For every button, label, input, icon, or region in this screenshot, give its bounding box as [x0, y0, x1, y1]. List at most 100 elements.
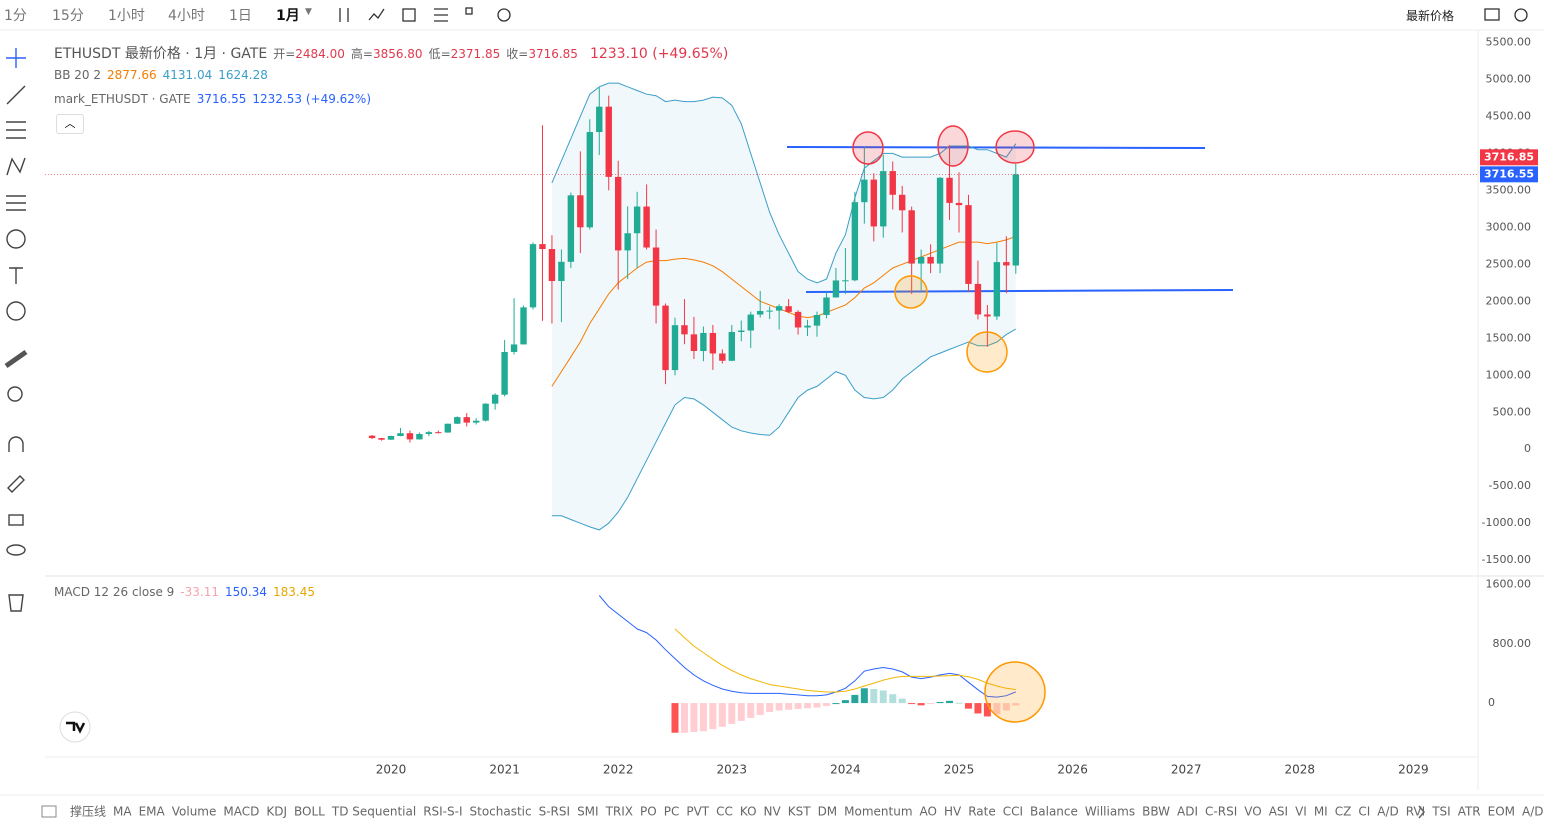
- interval-button[interactable]: 1分: [4, 8, 27, 24]
- lock-tool[interactable]: [8, 514, 24, 526]
- candle-body: [378, 438, 385, 440]
- indicator-button[interactable]: Rate: [968, 805, 996, 819]
- indicator-button[interactable]: S-RSI: [539, 805, 570, 819]
- price-mode[interactable]: 最新价格: [1406, 9, 1455, 23]
- y-tick-label: -1000.00: [1482, 516, 1531, 529]
- indicator-button[interactable]: 撑压线: [70, 804, 106, 819]
- indicator-button[interactable]: Williams: [1085, 805, 1135, 819]
- indicator-button[interactable]: PVT: [686, 805, 709, 819]
- indicator-button[interactable]: KST: [788, 805, 811, 819]
- y-tick-label: 5500.00: [1486, 35, 1532, 48]
- indicator-button[interactable]: ASI: [1269, 805, 1288, 819]
- visibility-tool[interactable]: [6, 544, 26, 556]
- template-button[interactable]: [402, 8, 416, 22]
- indicator-button[interactable]: TRIX: [605, 805, 633, 819]
- interval-button[interactable]: 4小时: [168, 8, 205, 24]
- indicator-button[interactable]: Balance: [1030, 805, 1078, 819]
- indicator-button[interactable]: VO: [1244, 805, 1261, 819]
- indicator-button[interactable]: HV: [944, 805, 962, 819]
- indicator-button[interactable]: ATR: [1458, 805, 1481, 819]
- indicator-button[interactable]: Stochastic: [470, 805, 532, 819]
- highlight-circle: [966, 331, 1008, 373]
- indicator-button[interactable]: KDJ: [266, 805, 287, 819]
- indicator-button[interactable]: BOLL: [294, 805, 325, 819]
- candle-body: [823, 297, 830, 315]
- add-button[interactable]: [497, 8, 511, 22]
- crosshair-tool[interactable]: [6, 48, 26, 68]
- indicator-button[interactable]: PC: [664, 805, 680, 819]
- indicator-button[interactable]: SMI: [577, 805, 599, 819]
- delete-tool[interactable]: [8, 594, 24, 612]
- indicator-button[interactable]: A/D: [1377, 805, 1399, 819]
- channel-tool[interactable]: [6, 121, 26, 139]
- candle-body: [520, 307, 527, 345]
- indicator-button[interactable]: Volume: [172, 805, 217, 819]
- candle-body: [984, 314, 991, 317]
- indicator-button[interactable]: EMA: [139, 805, 166, 819]
- collapse-button[interactable]: ︿: [56, 114, 84, 134]
- support-line: [805, 289, 1234, 293]
- indicator-button[interactable]: [368, 8, 385, 21]
- indicator-button[interactable]: RSI-S-I: [423, 805, 462, 819]
- indicator-button[interactable]: MACD: [223, 805, 259, 819]
- macd-histogram-bar: [747, 703, 755, 718]
- indicator-button[interactable]: DM: [818, 805, 838, 819]
- layout-button[interactable]: [465, 7, 473, 15]
- indicator-button[interactable]: EOM: [1488, 805, 1515, 819]
- candle-body: [406, 433, 414, 440]
- list-button[interactable]: [434, 8, 448, 22]
- candle-body: [473, 420, 480, 423]
- candle-body: [1012, 174, 1019, 266]
- indicator-button[interactable]: VI: [1295, 805, 1307, 819]
- candle-style-button[interactable]: [339, 8, 349, 22]
- shape-tool[interactable]: [6, 229, 26, 249]
- zoom-tool[interactable]: [7, 386, 23, 402]
- ohlc-label: 收=: [506, 47, 529, 61]
- indicator-button[interactable]: C-RSI: [1205, 805, 1237, 819]
- indicator-button[interactable]: Momentum: [844, 805, 912, 819]
- interval-button[interactable]: 1小时: [108, 8, 145, 24]
- indicator-button[interactable]: TD Sequential: [331, 805, 416, 819]
- indicator-button[interactable]: CZ: [1335, 805, 1352, 819]
- interval-button[interactable]: 1月: [276, 8, 300, 24]
- pattern-tool[interactable]: [6, 157, 26, 176]
- indicator-button[interactable]: MA: [113, 805, 132, 819]
- highlight-circle: [852, 131, 884, 165]
- magnet-tool[interactable]: [8, 436, 24, 452]
- price-tag: [1480, 166, 1538, 183]
- indicator-button[interactable]: CC: [716, 805, 733, 819]
- indicator-button[interactable]: AO: [920, 805, 937, 819]
- draw-lock-tool[interactable]: [7, 475, 25, 493]
- macd-histogram-bar: [889, 694, 897, 704]
- top-icons[interactable]: [339, 7, 1528, 22]
- left-toolbar[interactable]: [4, 48, 28, 612]
- indicator-button[interactable]: A/D: [1522, 805, 1544, 819]
- ruler-tool[interactable]: [4, 349, 28, 369]
- indicator-button[interactable]: RVI: [1406, 805, 1425, 819]
- fib-tool[interactable]: [6, 195, 26, 211]
- indicator-button[interactable]: CI: [1358, 805, 1370, 819]
- interval-button[interactable]: 1日: [229, 8, 252, 24]
- macd-histogram-bar: [974, 703, 982, 714]
- interval-button[interactable]: 15分: [52, 8, 84, 24]
- candle-body: [728, 332, 735, 361]
- ohlc: 开=2484.00 高=3856.80 低=2371.85 收=3716.85: [273, 46, 584, 62]
- indicator-button[interactable]: ADI: [1177, 805, 1198, 819]
- indicator-button[interactable]: TSI: [1431, 805, 1451, 819]
- indicator-button[interactable]: KO: [740, 805, 757, 819]
- candle-body: [454, 417, 461, 424]
- line-tool[interactable]: [6, 85, 26, 105]
- candle-body: [501, 351, 508, 395]
- indicator-button[interactable]: CCI: [1003, 805, 1023, 819]
- macd-histogram-bar: [851, 694, 859, 704]
- text-tool[interactable]: [9, 267, 23, 284]
- settings-button[interactable]: [1514, 8, 1528, 22]
- candle-body: [946, 177, 953, 203]
- emoji-tool[interactable]: [6, 301, 26, 321]
- indicator-button[interactable]: PO: [640, 805, 657, 819]
- indicator-button[interactable]: NV: [764, 805, 782, 819]
- screenshot-button[interactable]: [1484, 8, 1500, 21]
- candle-body: [586, 132, 593, 228]
- indicator-button[interactable]: BBW: [1142, 805, 1170, 819]
- indicator-button[interactable]: MI: [1314, 805, 1328, 819]
